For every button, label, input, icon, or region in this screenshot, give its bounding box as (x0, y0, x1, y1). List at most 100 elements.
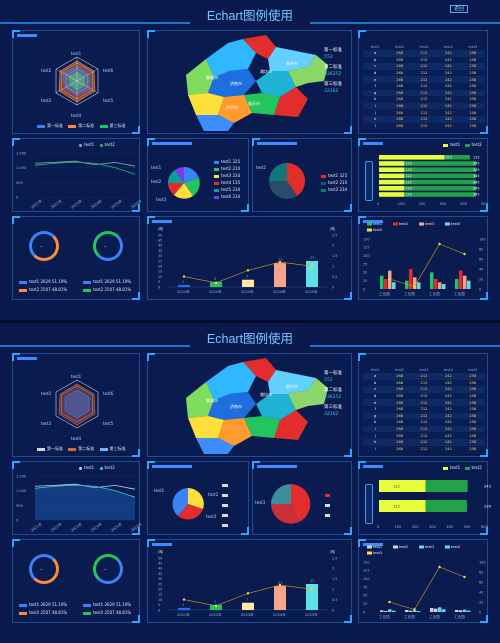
bar (306, 261, 318, 287)
legend-item[interactable]: test1 (450, 465, 461, 470)
table-row[interactable]: j 268 212 242 258 (363, 432, 485, 439)
legend-item[interactable]: test2 (104, 142, 115, 147)
table-row[interactable]: b 268 212 242 258 (363, 379, 485, 387)
scroll-slider[interactable] (365, 161, 373, 201)
pie-legend-item[interactable]: test6 234 (214, 194, 240, 199)
table-cell: 242 (436, 109, 461, 116)
table-row[interactable]: a 268 212 242 258 (363, 50, 485, 57)
back-button[interactable]: 返回 (450, 5, 468, 13)
pie-legend-item[interactable] (325, 512, 332, 517)
table-row[interactable]: l 268 212 242 258 (363, 445, 485, 453)
table-row[interactable]: f 268 212 242 258 (363, 82, 485, 90)
table-cell: 268 (387, 445, 412, 453)
table-cell: 258 (460, 438, 485, 446)
legend-item[interactable]: 第二标准 (78, 446, 95, 451)
pie-legend-item[interactable] (222, 482, 230, 487)
y-tick-label: 50 (158, 233, 162, 237)
legend-text: test2 210 (221, 166, 241, 171)
table-row[interactable]: i 268 212 242 258 (363, 102, 485, 110)
panel-title-bar (363, 142, 383, 145)
radar-indicator: test1 (71, 374, 82, 379)
map-region (206, 39, 256, 77)
legend-text: test2 210 (328, 180, 348, 185)
pie-legend-item[interactable]: test2 210 (214, 166, 240, 171)
pie-legend-item[interactable]: test4 135 (214, 180, 240, 185)
table-row[interactable]: a 268 212 242 258 (363, 373, 485, 380)
table-row[interactable]: e 268 212 242 258 (363, 76, 485, 83)
table-row[interactable]: l 268 212 242 258 (363, 122, 485, 130)
pie-legend-item[interactable] (222, 522, 230, 527)
table-cell: 212 (411, 445, 437, 453)
table-cell: 242 (436, 56, 461, 64)
bar-value-label: 122 (405, 193, 411, 197)
legend-swatch (325, 503, 330, 507)
map-legend-value: 836252 (324, 72, 342, 77)
legend-item[interactable]: 第二标准 (78, 123, 95, 128)
pie-legend-item[interactable]: test3 234 (321, 187, 347, 192)
pie-legend-item[interactable]: test1 325 (214, 159, 240, 164)
map-label: 潍坊市 (260, 69, 272, 74)
table-cell: b (363, 379, 388, 387)
legend-item[interactable]: test2 (471, 465, 482, 470)
table-row[interactable]: g 268 212 242 258 (363, 412, 485, 420)
bar-value-label: 23 (278, 581, 283, 585)
panel-title-bar (152, 465, 192, 468)
pie-legend-item[interactable]: test5 234 (214, 187, 240, 192)
table-row[interactable]: k 268 212 242 258 (363, 438, 485, 446)
table-cell: f (363, 82, 388, 90)
scroll-slider[interactable] (365, 484, 373, 524)
legend-item[interactable]: 第三标准 (109, 123, 126, 128)
legend-item[interactable]: test2 (471, 142, 482, 147)
pie-legend-item[interactable] (222, 502, 230, 507)
table-row[interactable]: h 268 212 242 258 (363, 96, 485, 103)
bar (413, 610, 417, 612)
bar-value-label: 122 (393, 485, 400, 489)
table-row[interactable]: e 268 212 242 258 (363, 399, 485, 406)
bar (384, 279, 388, 289)
legend-item[interactable]: 第三标准 (109, 446, 126, 451)
table-row[interactable]: k 268 212 242 258 (363, 115, 485, 123)
pie-legend-item[interactable] (325, 502, 332, 507)
table-row[interactable]: f 268 212 242 258 (363, 405, 485, 413)
table-row[interactable]: d 268 212 242 258 (363, 392, 485, 400)
table-row[interactable]: h 268 212 242 258 (363, 419, 485, 426)
pie-legend-item[interactable]: test2 210 (321, 180, 347, 185)
map-region (188, 416, 224, 438)
table-row[interactable]: b 268 212 242 258 (363, 56, 485, 64)
table-row[interactable]: i 268 212 242 258 (363, 425, 485, 433)
y-tick-label: 2.5 (332, 556, 337, 560)
table-row[interactable]: c 268 212 242 258 (363, 63, 485, 70)
table-cell: 268 (387, 96, 412, 103)
x-tick-label: 工业园 (379, 614, 390, 619)
table-cell: 242 (436, 425, 461, 433)
legend-item[interactable]: 第一标准 (47, 123, 63, 128)
legend-item[interactable]: test2 (104, 465, 115, 470)
table-row[interactable]: g 268 212 242 258 (363, 89, 485, 97)
pie-legend-item[interactable]: test1 325 (321, 173, 347, 178)
legend-item[interactable]: test1 (450, 142, 461, 147)
legend-item[interactable]: test1 (84, 465, 95, 470)
pie-legend-item[interactable] (222, 492, 230, 497)
pie-legend-item[interactable]: test3 234 (214, 173, 240, 178)
table-row[interactable]: c 268 212 242 258 (363, 386, 485, 393)
bar-value-label: 122 (405, 162, 411, 166)
legend-item[interactable]: 第一标准 (47, 446, 63, 451)
legend-item[interactable]: test1 (84, 142, 95, 147)
legend-swatch (222, 513, 228, 517)
radar-indicator: test4 (71, 436, 82, 441)
pie-legend-item[interactable] (325, 492, 332, 497)
bar (467, 610, 471, 612)
table-cell: 212 (411, 63, 437, 70)
table-cell: 242 (436, 89, 461, 97)
table-row[interactable]: d 268 212 242 258 (363, 69, 485, 77)
panel-title-bar (363, 543, 383, 546)
y-tick-label: 1 (332, 265, 334, 269)
pie-legend-item[interactable] (222, 512, 230, 517)
bar-value-label: 7 (246, 275, 248, 279)
table-row[interactable]: j 268 212 242 258 (363, 109, 485, 116)
ring-chart (29, 231, 59, 261)
y-tick-label: 1,500 (16, 475, 27, 479)
table-cell: d (363, 69, 388, 77)
map-label: 临沂市 (248, 101, 260, 106)
bar (380, 610, 384, 612)
